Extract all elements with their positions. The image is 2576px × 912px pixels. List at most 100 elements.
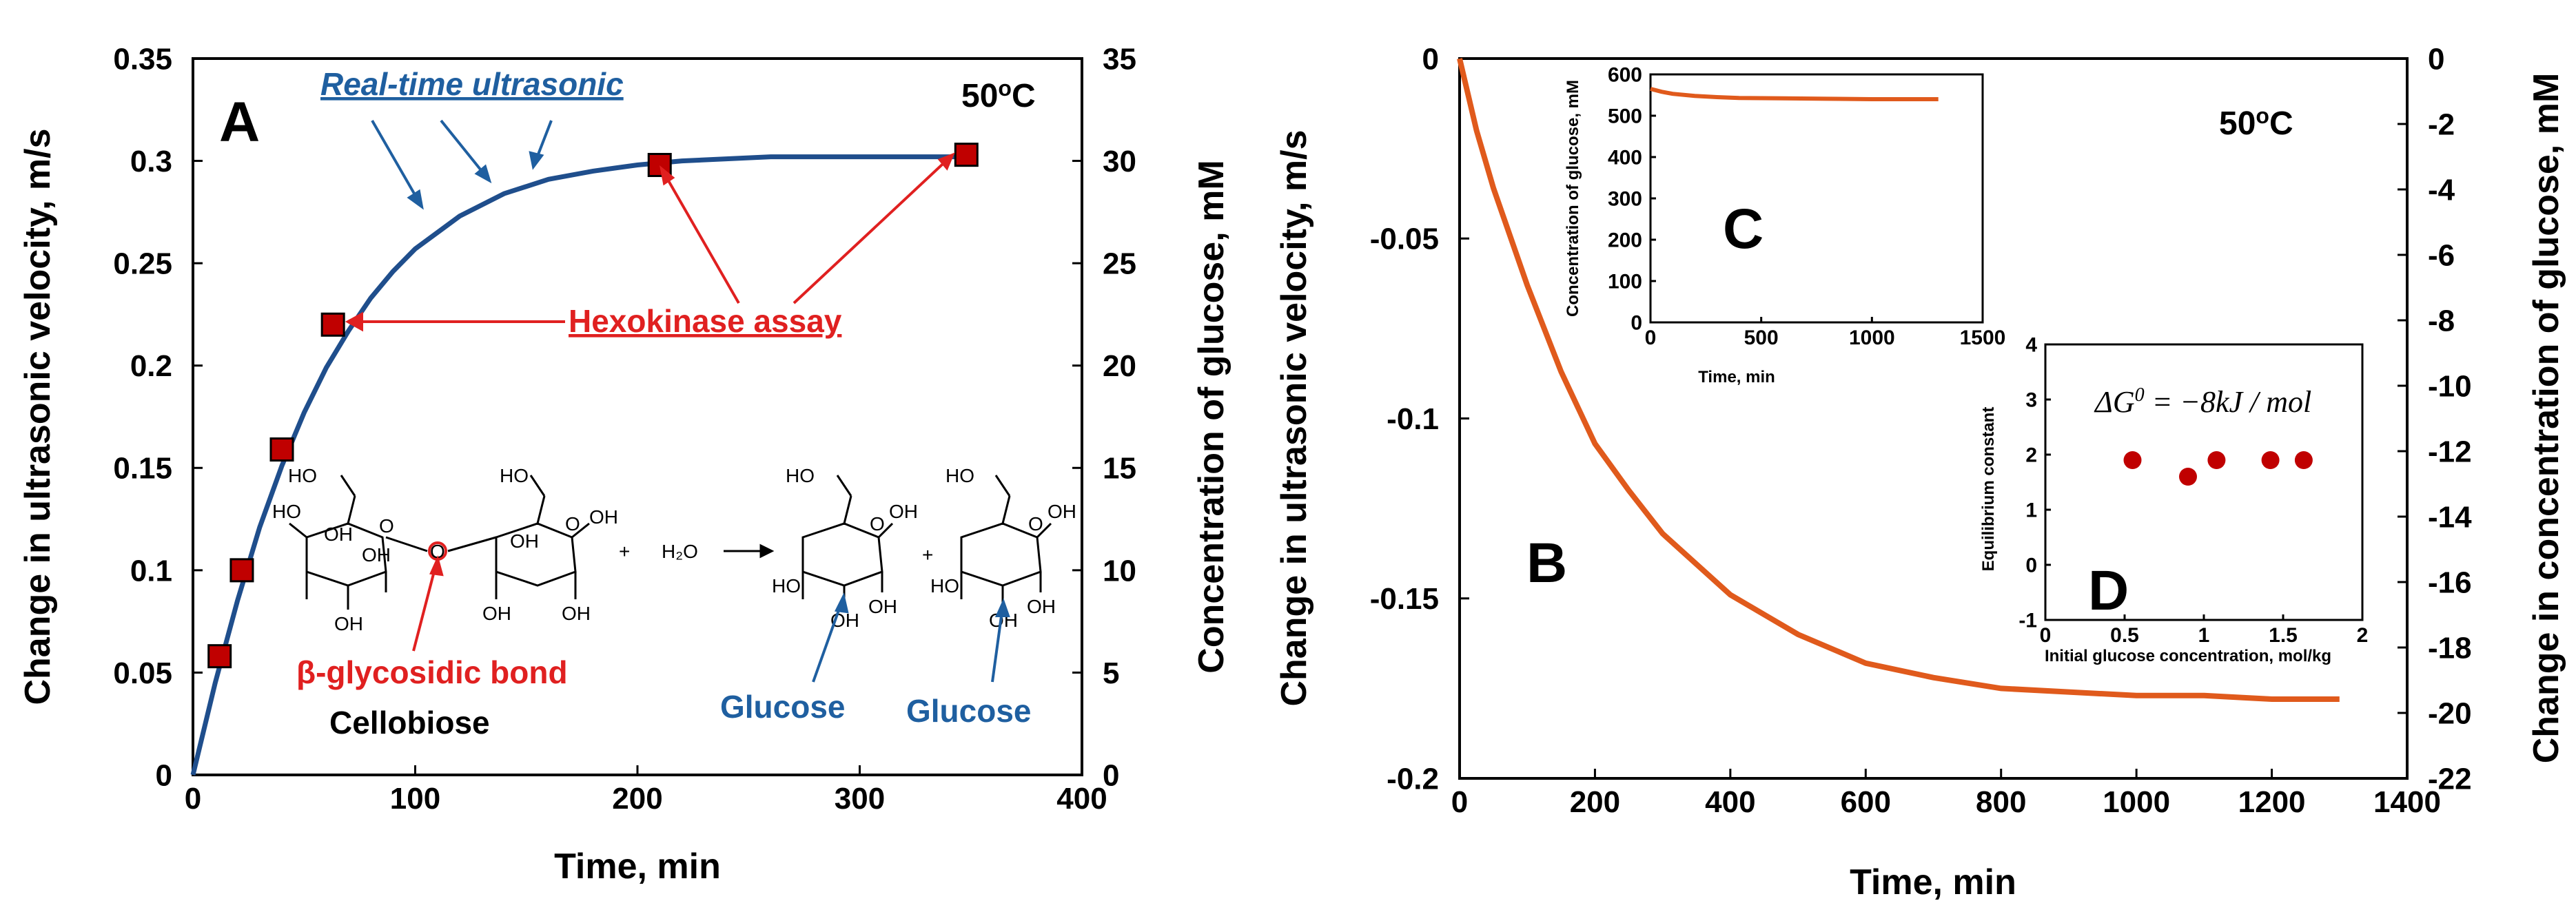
panel-b-x-tick-label: 0 <box>1451 785 1468 819</box>
panel-a-y-ticks: 0 0.05 0.1 0.15 0.2 0.25 0.3 0.35 <box>113 42 203 792</box>
hexokinase-marker <box>647 153 672 178</box>
bridge-o: O <box>430 541 445 562</box>
panel-a-y-tick-label: 0.05 <box>113 656 172 690</box>
panel-c-y-tick-label: 300 <box>1608 188 1642 211</box>
ring-2-o: O <box>565 513 580 535</box>
ring-2-oh-c: OH <box>482 603 511 624</box>
equilibrium-point <box>2123 451 2142 469</box>
hexokinase-marker <box>207 644 232 669</box>
plus-1: + <box>619 541 630 562</box>
panel-b-x-tick-label: 800 <box>1976 785 2026 819</box>
panel-b-x-tick-label: 1400 <box>2373 785 2441 819</box>
panel-c-letter: C <box>1723 198 1764 260</box>
glucose-1-oh-c: OH <box>868 596 897 617</box>
glucose-1-oh-a: OH <box>889 501 918 522</box>
panel-b-x-tick-label: 200 <box>1570 785 1620 819</box>
panel-c-x-tick-label: 0 <box>1645 327 1657 349</box>
panel-c-y-axis-label: Concentration of glucose, mM <box>1564 80 1582 317</box>
panel-d-frame <box>2044 343 2364 621</box>
panel-a-temperature: 50oC <box>961 76 1036 114</box>
water-label: H₂O <box>662 541 698 562</box>
glucose-2-oh-c: OH <box>1027 596 1056 617</box>
realtime-arrowhead-2 <box>474 164 492 184</box>
panel-a-y2-tick-label: 5 <box>1103 656 1119 690</box>
cellobiose-scheme: HO HO OH OH OH O O HO OH OH OH OH O + <box>272 465 1076 740</box>
glucose-2-ho-b: HO <box>930 575 959 597</box>
panel-a-y2-ticks: 0 5 10 15 20 25 30 35 <box>1072 42 1136 792</box>
cellobiose-ring-2 <box>495 475 590 599</box>
panel-b-y2-tick-label: -4 <box>2428 173 2455 207</box>
panel-b-y2-tick-label: -12 <box>2428 435 2472 468</box>
panel-c-y-tick-label: 100 <box>1608 271 1642 293</box>
panel-a-hexokinase-markers <box>207 143 979 669</box>
panel-c-frame <box>1649 73 1984 324</box>
equilibrium-point <box>2207 451 2226 469</box>
bond-arrow <box>412 555 444 652</box>
hexokinase-arrow-3 <box>793 154 954 304</box>
panel-d-y-tick-label: 4 <box>2025 334 2037 357</box>
panel-c-y-tick-label: 500 <box>1608 105 1642 128</box>
panel-d-x-tick-label: 0.5 <box>2110 624 2139 647</box>
hexokinase-marker <box>229 558 254 583</box>
glucose-2-o: O <box>1028 513 1043 535</box>
panel-c-inset: 0 100 200 300 400 500 600 0 500 1000 1500 Concent… <box>1564 64 2005 387</box>
panel-b-y-ticks: 0 -0.05 -0.1 -0.15 -0.2 <box>1370 42 1469 796</box>
panel-b-temperature: 50oC <box>2219 103 2293 142</box>
panel-d-y-tick-label: -1 <box>2018 610 2037 632</box>
panel-b-y2-tick-label: -14 <box>2428 500 2472 534</box>
hexokinase-marker <box>320 312 345 337</box>
panel-d-x-tick-label: 2 <box>2357 624 2369 647</box>
panel-d-y-tick-label: 1 <box>2025 499 2037 522</box>
ring-1-oh-b: OH <box>362 544 391 566</box>
glucose-1-o: O <box>870 513 885 535</box>
ring-2-oh-d: OH <box>562 603 591 624</box>
panel-c-glucose-curve <box>1650 87 1939 101</box>
panel-b-y2-tick-label: 0 <box>2428 42 2444 76</box>
panel-d-x-tick-label: 0 <box>2040 624 2052 647</box>
panel-b-x-tick-label: 400 <box>1705 785 1755 819</box>
panel-a-x-axis-label: Time, min <box>554 847 721 887</box>
reaction-arrow <box>724 543 775 559</box>
panel-b-y2-tick-label: -18 <box>2428 631 2472 665</box>
glucose-1-ho-b: HO <box>772 575 801 597</box>
glucose-2-ho: HO <box>945 465 974 486</box>
hexokinase-arrowhead-3 <box>937 152 955 171</box>
panel-b-y2-tick-label: -6 <box>2428 238 2455 272</box>
panel-b-y2-tick-label: -2 <box>2428 107 2455 141</box>
panel-b-y-tick-label: -0.1 <box>1387 402 1439 436</box>
panel-c-y-ticks: 0 100 200 300 400 500 600 <box>1608 64 1656 335</box>
realtime-label: Real-time ultrasonic <box>320 66 624 102</box>
panel-c-x-axis-label: Time, min <box>1698 368 1775 386</box>
cellobiose-label: Cellobiose <box>329 705 490 740</box>
panel-a-x-tick-label: 0 <box>185 782 201 816</box>
panel-a-x-tick-label: 100 <box>390 782 440 816</box>
glucose-label-1: Glucose <box>720 689 846 725</box>
panel-a-y2-tick-label: 25 <box>1103 247 1136 281</box>
glucose-label-2: Glucose <box>906 693 1032 729</box>
panel-a-y2-axis-label: Concentration of glucose, mM <box>1192 160 1231 673</box>
panel-a-x-ticks: 0 100 200 300 400 <box>185 765 1107 816</box>
panel-b-y-tick-label: 0 <box>1422 42 1439 76</box>
panel-d-y-ticks: -1 0 1 2 3 4 <box>2018 334 2051 632</box>
panel-c-x-tick-label: 500 <box>1744 327 1779 349</box>
panel-a-x-tick-label: 400 <box>1056 782 1107 816</box>
panel-b-y-tick-label: -0.05 <box>1370 222 1439 256</box>
panel-c-x-tick-label: 1000 <box>1849 327 1895 349</box>
panel-b-y-tick-label: -0.15 <box>1370 582 1439 616</box>
panel-b-y-tick-label: -0.2 <box>1387 762 1439 796</box>
realtime-arrowhead-3 <box>529 151 544 170</box>
panel-c-y-tick-label: 600 <box>1608 64 1642 87</box>
panel-d-y-axis-label: Equilibrium constant <box>1979 407 1998 572</box>
hexokinase-arrow-2 <box>660 168 740 304</box>
hexokinase-arrowhead-1 <box>345 311 363 332</box>
panel-b-y2-axis-label: Change in concentration of glucose, mM <box>2526 73 2566 764</box>
panel-a-letter: A <box>219 91 260 154</box>
panel-d-y-tick-label: 2 <box>2025 444 2037 467</box>
panel-b-y-axis-label: Change in ultrasonic velocity, m/s <box>1274 129 1314 706</box>
panel-b-letter: B <box>1526 532 1567 594</box>
panel-a-y2-tick-label: 30 <box>1103 145 1136 178</box>
panel-b-x-tick-label: 600 <box>1841 785 1891 819</box>
ring-2-ho: HO <box>500 465 529 486</box>
